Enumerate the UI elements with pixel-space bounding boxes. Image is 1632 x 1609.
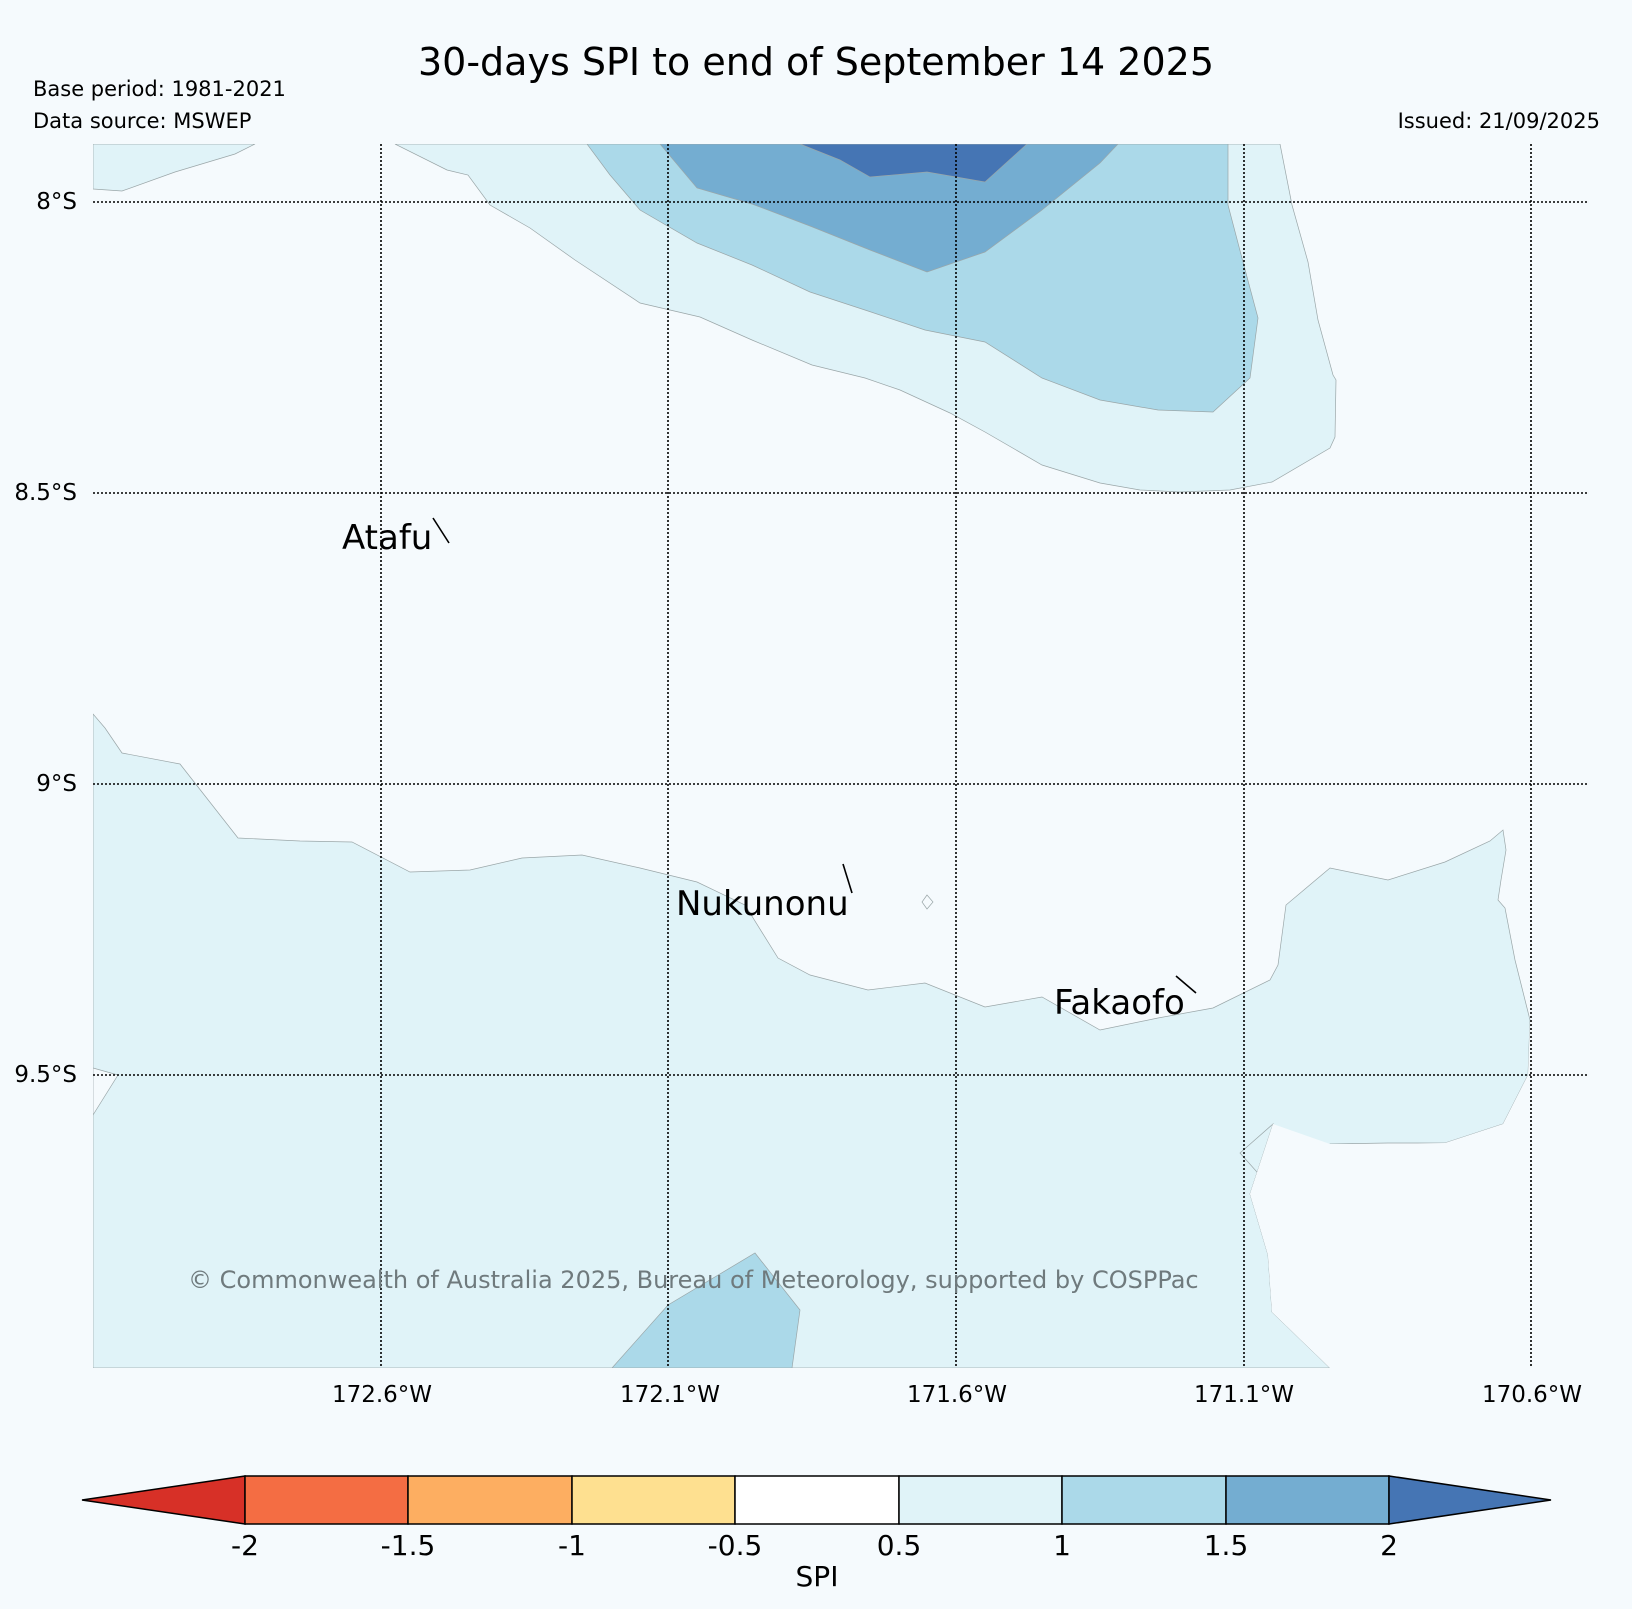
lat-label-9-5s: 9.5°S bbox=[14, 1062, 77, 1088]
lon-label-171-6w: 171.6°W bbox=[907, 1382, 1007, 1408]
lat-label-8s: 8°S bbox=[36, 189, 77, 215]
colorbar-extend-low bbox=[81, 1475, 246, 1525]
map-title: 30-days SPI to end of September 14 2025 bbox=[417, 40, 1214, 84]
lat-label-9s: 9°S bbox=[36, 771, 77, 797]
nukunonu-contour-islet bbox=[921, 894, 934, 910]
fakaofo-atoll-shape bbox=[1175, 975, 1197, 994]
spi-region-1-1.5-north bbox=[586, 144, 1259, 413]
lon-label-172-6w: 172.6°W bbox=[332, 1382, 432, 1408]
spi-region-gt-2 bbox=[799, 144, 1028, 183]
place-label-atafu: Atafu bbox=[342, 518, 432, 558]
atafu-atoll-shape bbox=[432, 517, 450, 544]
colorbar-tick-1.5: 1.5 bbox=[1204, 1529, 1249, 1562]
colorbar-bin-neg2-neg1.5 bbox=[244, 1475, 409, 1525]
map-area bbox=[93, 144, 1589, 1368]
colorbar-tick-neg2: -2 bbox=[231, 1529, 259, 1562]
colorbar-label: SPI bbox=[796, 1560, 839, 1593]
data-source-label: Data source: MSWEP bbox=[33, 109, 252, 133]
copyright-notice: © Commonwealth of Australia 2025, Bureau… bbox=[188, 1266, 1199, 1294]
spi-region-1.5-2 bbox=[659, 144, 1119, 273]
colorbar-tick-1: 1 bbox=[1053, 1529, 1071, 1562]
colorbar-tick-0.5: 0.5 bbox=[877, 1529, 922, 1562]
lon-label-171-1w: 171.1°W bbox=[1194, 1382, 1294, 1408]
base-period-label: Base period: 1981-2021 bbox=[33, 77, 286, 101]
colorbar-bin-1.5-2 bbox=[1225, 1475, 1390, 1525]
place-label-fakaofo: Fakaofo bbox=[1054, 983, 1185, 1023]
nukunonu-atoll-shape bbox=[842, 863, 853, 894]
spi-region-0.5-1-southwest-tip bbox=[93, 1067, 119, 1116]
colorbar-bin-neg1-neg0.5 bbox=[571, 1475, 736, 1525]
colorbar-tick-neg0.5: -0.5 bbox=[708, 1529, 763, 1562]
colorbar bbox=[81, 1475, 1552, 1525]
colorbar-extend-high bbox=[1388, 1475, 1552, 1525]
lon-label-172-1w: 172.1°W bbox=[620, 1382, 720, 1408]
lat-label-8-5s: 8.5°S bbox=[14, 480, 77, 506]
colorbar-tick-neg1: -1 bbox=[558, 1529, 586, 1562]
colorbar-bin-1-1.5 bbox=[1061, 1475, 1227, 1525]
colorbar-bin-0.5-1 bbox=[898, 1475, 1063, 1525]
colorbar-bin-neg1.5-neg1 bbox=[407, 1475, 573, 1525]
spi-region-1-1.5-south bbox=[611, 1252, 801, 1368]
colorbar-bin-neg0.5-0.5 bbox=[734, 1475, 900, 1525]
spi-region-0.5-1-southeast bbox=[1250, 1020, 1589, 1368]
place-label-nukunonu: Nukunonu bbox=[676, 884, 849, 924]
latitude-gridlines bbox=[93, 201, 1589, 1076]
lon-label-170-6w: 170.6°W bbox=[1482, 1382, 1582, 1408]
colorbar-tick-2: 2 bbox=[1380, 1529, 1398, 1562]
issued-date-label: Issued: 21/09/2025 bbox=[1397, 109, 1600, 133]
longitude-gridlines bbox=[380, 144, 1532, 1368]
spi-region-0.5-1-northwest bbox=[93, 144, 256, 192]
colorbar-tick-neg1.5: -1.5 bbox=[381, 1529, 436, 1562]
